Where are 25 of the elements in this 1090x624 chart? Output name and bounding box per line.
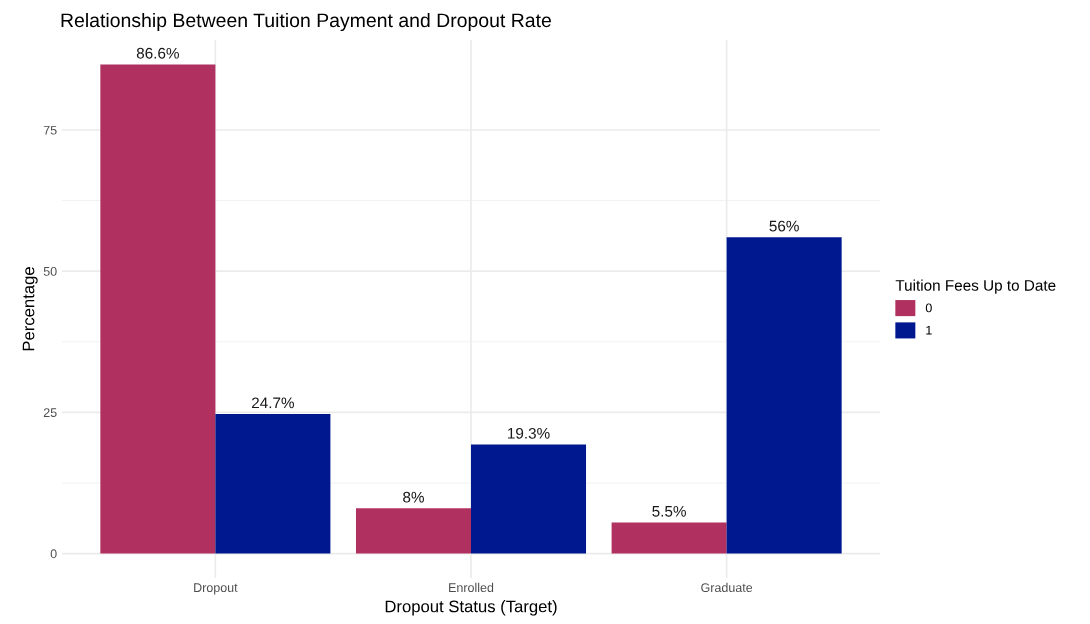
chart-title: Relationship Between Tuition Payment and Dropout Rate xyxy=(61,12,551,32)
y-axis-title: Percentage xyxy=(22,267,38,351)
y-tick-label: 50 xyxy=(43,266,57,276)
legend-label: 0 xyxy=(925,303,932,313)
bar xyxy=(100,64,216,554)
bar xyxy=(726,237,842,554)
data-label: 5.5% xyxy=(652,505,686,517)
bar xyxy=(471,444,587,554)
data-label: 19.3% xyxy=(508,427,550,439)
y-tick-label: 75 xyxy=(43,125,57,135)
x-tick-label: Graduate xyxy=(701,582,753,593)
data-label: 8% xyxy=(403,491,424,503)
y-tick-label: 0 xyxy=(50,549,57,559)
bar xyxy=(215,414,331,554)
y-tick-label: 25 xyxy=(43,408,57,418)
data-label: 24.7% xyxy=(252,397,295,409)
data-label: 86.6% xyxy=(136,47,179,59)
legend-title: Tuition Fees Up to Date xyxy=(895,279,1056,294)
legend-label: 1 xyxy=(926,325,932,335)
x-tick-label: Dropout xyxy=(194,583,238,595)
x-tick-label: Enrolled xyxy=(449,582,494,593)
bar xyxy=(611,522,727,554)
bar xyxy=(355,508,471,554)
x-axis-title: Dropout Status (Target) xyxy=(385,600,557,616)
data-label: 56% xyxy=(769,220,799,232)
